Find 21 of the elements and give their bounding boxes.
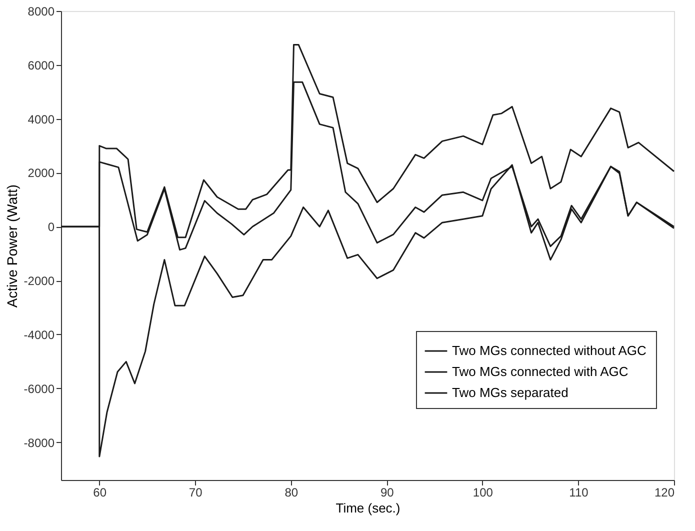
y-tick-label: 2000	[28, 166, 55, 180]
y-tick-label: -2000	[24, 274, 55, 288]
x-axis-title: Time (sec.)	[336, 500, 400, 516]
y-tick-label: 0	[48, 220, 55, 234]
legend-label: Two MGs connected with AGC	[452, 364, 628, 379]
legend-label: Two MGs connected without AGC	[452, 343, 646, 358]
y-axis-title: Active Power (Watt)	[4, 184, 20, 308]
x-tick-label: 80	[284, 486, 298, 500]
legend-label: Two MGs separated	[452, 385, 568, 400]
x-tick-label: 60	[93, 486, 107, 500]
y-tick-label: 4000	[28, 112, 55, 126]
x-tick-label: 70	[188, 486, 203, 500]
y-tick-label: 8000	[28, 4, 55, 18]
y-tick-label: -6000	[24, 382, 55, 396]
y-tick-label: -4000	[24, 328, 55, 342]
x-tick-label: 100	[472, 486, 494, 500]
y-tick-label: -8000	[24, 436, 55, 450]
x-tick-label: 110	[569, 486, 589, 500]
x-tick-label: 90	[380, 486, 394, 500]
x-tick-label: 120	[654, 486, 675, 500]
y-tick-label: 6000	[28, 58, 55, 72]
